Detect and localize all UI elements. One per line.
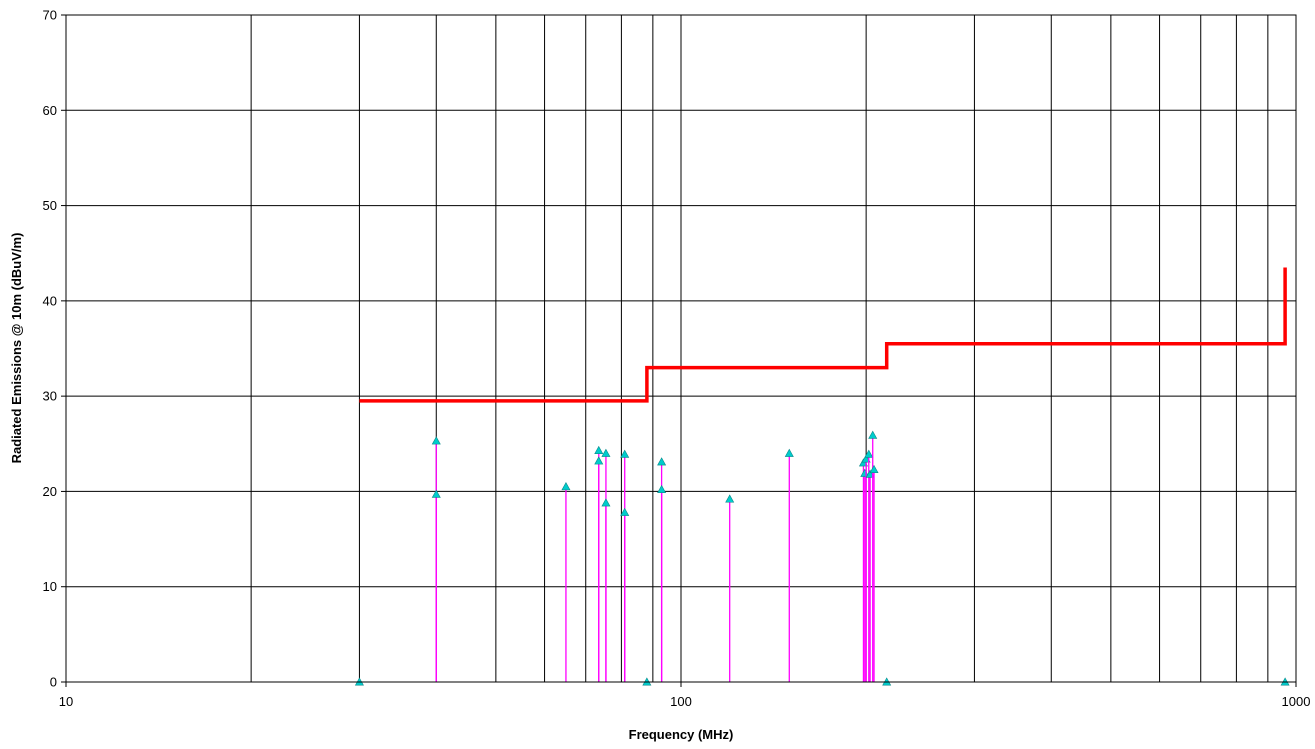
x-tick-labels: 10 100 1000 <box>59 682 1311 709</box>
y-tick-label: 40 <box>43 293 57 308</box>
y-tick-label: 30 <box>43 389 57 404</box>
y-tick-label: 10 <box>43 579 57 594</box>
y-tick-label: 70 <box>43 8 57 23</box>
y-tick-label: 60 <box>43 103 57 118</box>
measurement-point <box>594 445 604 454</box>
measurement-point <box>861 454 871 463</box>
y-axis-title: Radiated Emissions @ 10m (dBuV/m) <box>9 233 24 464</box>
measurement-point <box>784 448 794 457</box>
measurement-point <box>620 507 630 516</box>
measurement-point <box>431 436 441 445</box>
measurement-point <box>601 498 611 507</box>
measurement-point <box>594 456 604 465</box>
measurement-point <box>657 484 667 494</box>
limit-line <box>359 267 1287 403</box>
x-tick-label: 10 <box>59 694 73 709</box>
measurement-point <box>868 430 878 439</box>
y-tick-label: 50 <box>43 198 57 213</box>
measurement-point <box>601 448 611 457</box>
x-tick-label: 1000 <box>1282 694 1311 709</box>
x-tick-label: 100 <box>670 694 692 709</box>
measurement-point <box>869 464 879 474</box>
measurement-point <box>725 494 735 503</box>
plot-border <box>65 14 1297 683</box>
y-tick-label: 20 <box>43 484 57 499</box>
limit-line-series <box>359 267 1287 403</box>
measurement-point <box>561 482 571 491</box>
y-tick-label: 0 <box>50 675 57 690</box>
y-tick-labels: 0 10 20 30 40 50 60 70 <box>43 8 66 690</box>
x-axis-title: Frequency (MHz) <box>629 727 734 742</box>
measurement-point <box>431 489 441 498</box>
measurement-point <box>864 449 874 458</box>
measurement-point <box>620 449 630 458</box>
measurement-point <box>860 468 870 477</box>
measurement-point <box>657 457 667 466</box>
